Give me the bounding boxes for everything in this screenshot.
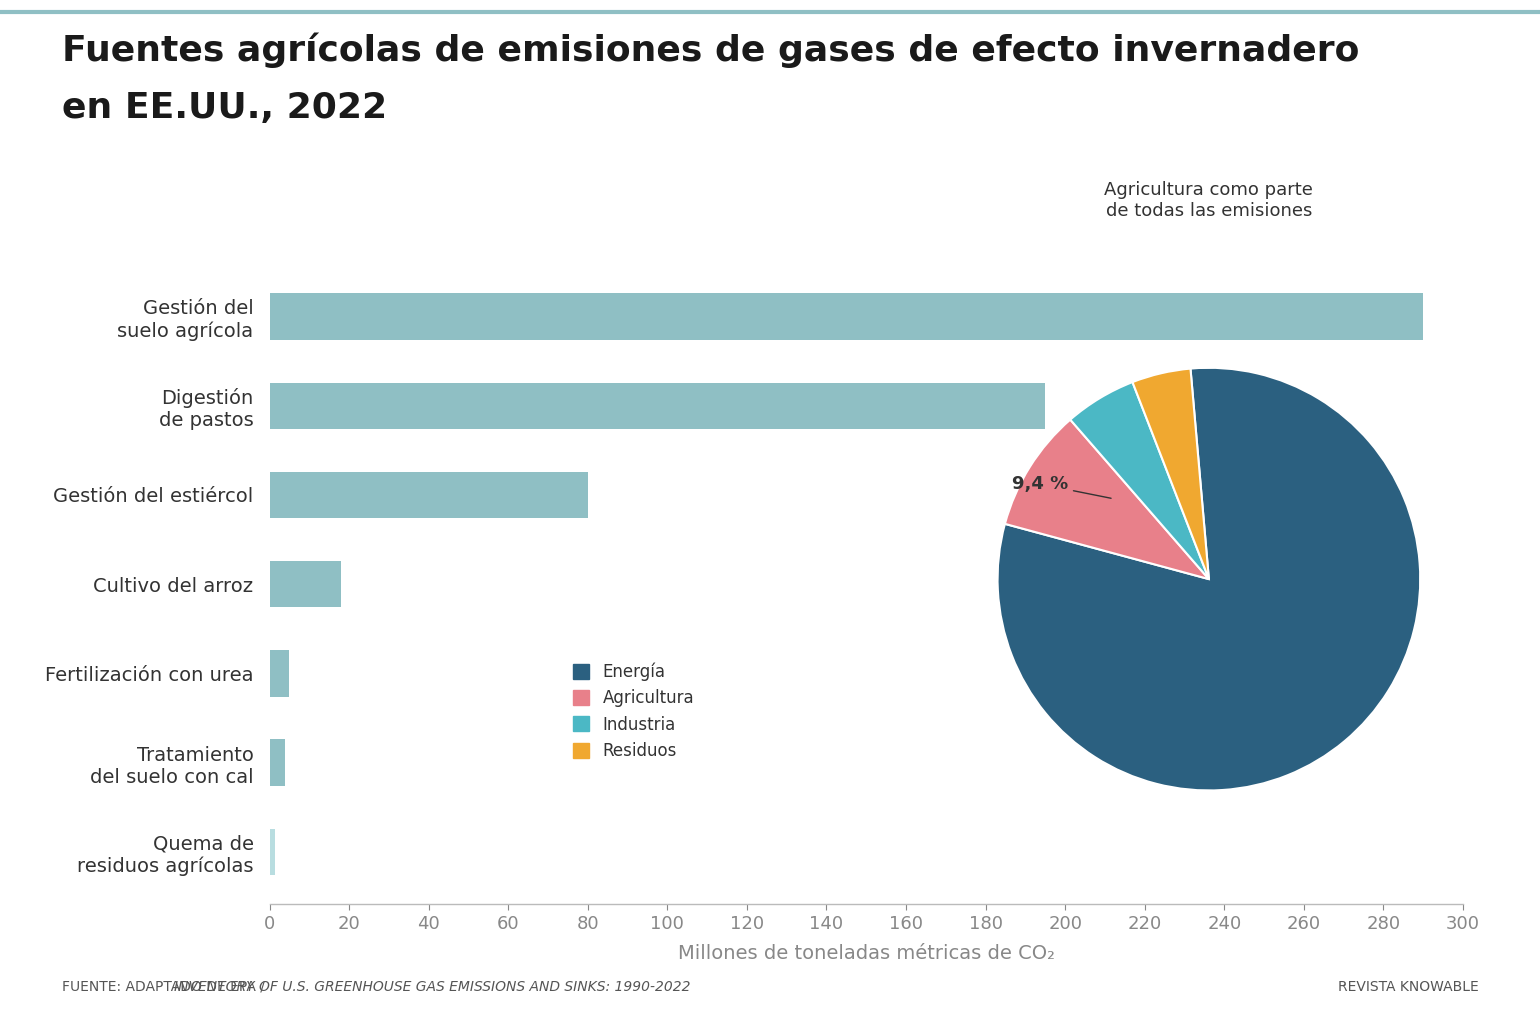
- X-axis label: Millones de toneladas métricas de CO₂: Millones de toneladas métricas de CO₂: [678, 944, 1055, 963]
- Wedge shape: [1132, 369, 1209, 579]
- Bar: [270, 650, 290, 697]
- Bar: [270, 471, 588, 518]
- Bar: [270, 740, 285, 786]
- Legend: Energía, Agricultura, Industria, Residuos: Energía, Agricultura, Industria, Residuo…: [573, 662, 695, 760]
- Text: 9,4 %: 9,4 %: [1012, 475, 1110, 498]
- Text: Agricultura como parte
de todas las emisiones: Agricultura como parte de todas las emis…: [1104, 181, 1314, 219]
- Bar: [270, 294, 1423, 339]
- Text: REVISTA KNOWABLE: REVISTA KNOWABLE: [1338, 979, 1478, 994]
- Wedge shape: [998, 368, 1420, 790]
- Text: INVENTORY OF U.S. GREENHOUSE GAS EMISSIONS AND SINKS: 1990-2022: INVENTORY OF U.S. GREENHOUSE GAS EMISSIO…: [174, 979, 690, 994]
- Text: Fuentes agrícolas de emisiones de gases de efecto invernadero: Fuentes agrícolas de emisiones de gases …: [62, 33, 1358, 68]
- Bar: [270, 829, 276, 875]
- Wedge shape: [1006, 420, 1209, 579]
- Bar: [270, 382, 1046, 429]
- Bar: [270, 561, 342, 608]
- Text: en EE.UU., 2022: en EE.UU., 2022: [62, 91, 387, 125]
- Wedge shape: [1070, 382, 1209, 579]
- Text: FUENTE: ADAPTADO DE EPA /: FUENTE: ADAPTADO DE EPA /: [62, 979, 270, 994]
